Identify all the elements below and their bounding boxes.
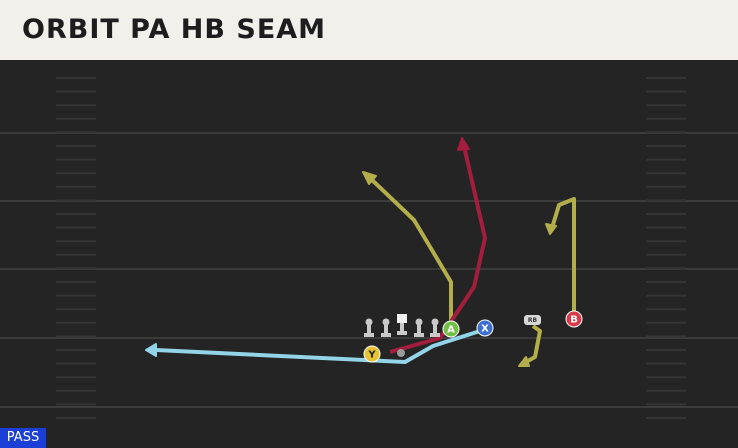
linemen — [364, 314, 440, 337]
player-x — [476, 319, 494, 337]
player-y — [363, 345, 381, 363]
play-title: ORBIT PA HB SEAM — [0, 0, 738, 60]
player-label: A — [447, 325, 455, 336]
hash-marks — [56, 77, 686, 419]
player-label: B — [570, 315, 578, 326]
play-type-tag: PASS — [0, 428, 46, 448]
player-label: RB — [528, 317, 538, 324]
player-label: X — [481, 324, 489, 335]
quarterback — [397, 349, 405, 357]
routes — [145, 137, 576, 367]
player-a — [442, 320, 460, 338]
player-b — [565, 310, 583, 328]
player-rb — [524, 315, 541, 325]
yard-lines — [0, 132, 738, 408]
player-label: Y — [367, 350, 376, 361]
